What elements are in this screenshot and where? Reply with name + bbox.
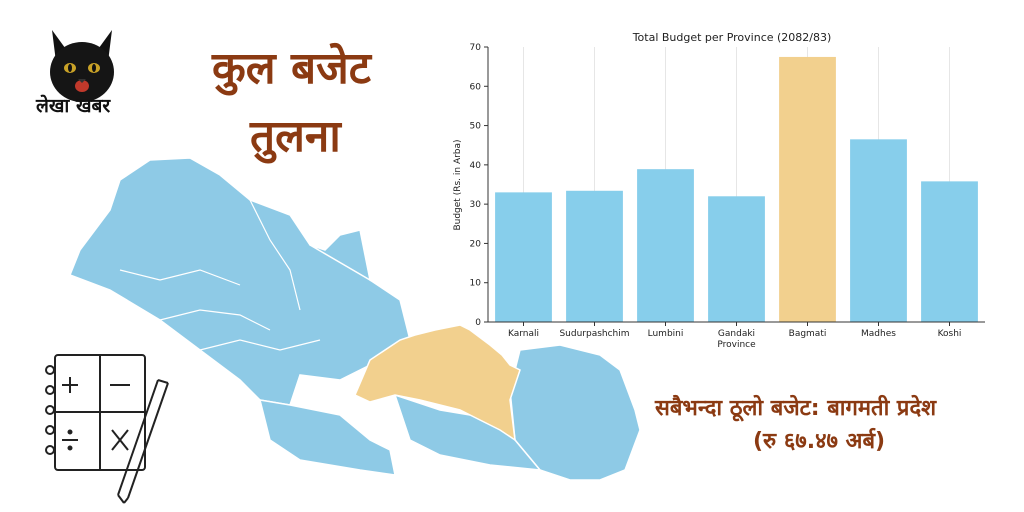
bar-madhes: [850, 139, 907, 322]
chart-title: Total Budget per Province (2082/83): [632, 31, 832, 44]
chart-ylabel: Budget (Rs. in Arba): [453, 139, 463, 230]
x-tick-label: Madhes: [861, 329, 896, 339]
map-provinces-blue: [69, 157, 641, 481]
y-tick-label: 50: [470, 122, 482, 132]
chart-y-axis: 0 10 20 30 40 50 60 70: [470, 43, 489, 328]
province-middle: [309, 229, 372, 282]
province-bagmati-highlight: [354, 324, 521, 442]
x-tick-label: Bagmati: [789, 329, 827, 339]
bar-bagmati: [779, 56, 836, 323]
black-cat-icon: [50, 30, 114, 102]
chart-bars: [495, 56, 978, 323]
headline-line-1: कुल बजेट: [212, 43, 371, 94]
chart-x-axis: Karnali Sudurpashchim Lumbini GandakiProvin…: [488, 321, 985, 350]
headline-line-2: तुलना: [250, 111, 341, 162]
budget-bar-chart: Total Budget per Province (2082/83) Budg…: [453, 31, 985, 350]
y-tick-label: 40: [470, 161, 482, 171]
bar-koshi: [921, 181, 978, 322]
bar-sudurpashchim: [566, 190, 623, 322]
bar-lumbini: [637, 169, 694, 322]
y-tick-label: 70: [470, 43, 482, 53]
x-tick-label: Koshi: [938, 329, 962, 339]
y-tick-label: 10: [470, 279, 482, 289]
x-tick-label: Province: [717, 340, 756, 350]
x-tick-label: Lumbini: [648, 329, 684, 339]
callout-line-2: (रु ६७.४७ अर्ब): [753, 429, 886, 454]
x-tick-label: Sudurpashchim: [559, 329, 629, 339]
bar-gandaki-province: [708, 196, 765, 322]
province-boundaries: [119, 199, 321, 351]
logo-text: लेखा खबर: [36, 95, 111, 117]
province-west: [69, 157, 411, 406]
y-tick-label: 0: [475, 318, 481, 328]
y-tick-label: 20: [470, 239, 482, 249]
x-tick-label: Gandaki: [718, 329, 755, 339]
callout-line-1: सबैभन्दा ठूलो बजेट: बागमती प्रदेश: [655, 396, 937, 421]
province-madhes: [393, 393, 542, 471]
bar-karnali: [495, 192, 552, 322]
province-madhes-west: [258, 399, 396, 476]
nepal-province-map: [69, 157, 641, 481]
y-tick-label: 30: [470, 200, 482, 210]
x-tick-label: Karnali: [508, 329, 539, 339]
calculator-sketch-icon: [45, 354, 169, 504]
y-tick-label: 60: [470, 82, 482, 92]
